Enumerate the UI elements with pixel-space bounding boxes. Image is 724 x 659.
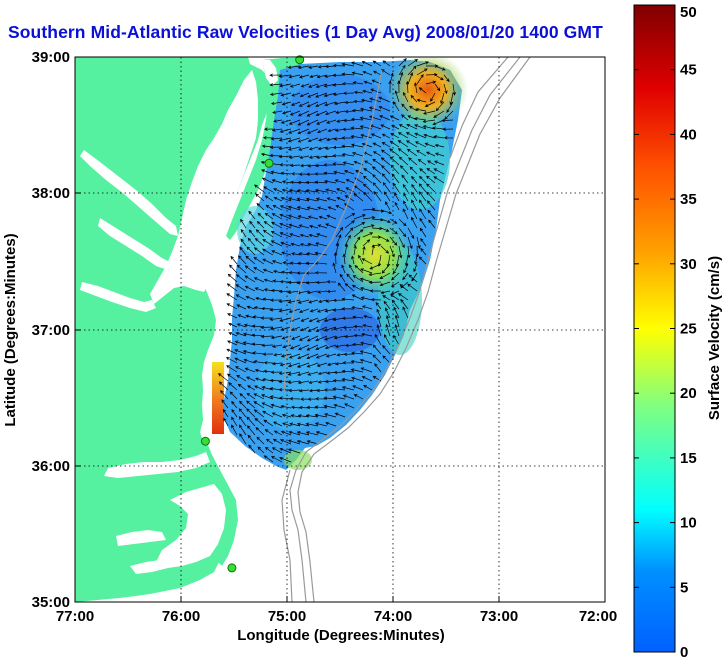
x-tick-label: 73:00 (480, 608, 518, 625)
velocity-patch (388, 57, 468, 128)
albemarle-sound (104, 452, 210, 478)
x-tick-label: 72:00 (579, 608, 617, 625)
bathymetry-contour (297, 57, 531, 602)
rappahannock-river (98, 218, 170, 270)
delaware-bay (262, 60, 278, 86)
colorbar: 0 5 10 15 20 25 30 35 40 45 50 Surface Velocity (c… (633, 4, 723, 659)
bathymetry-contour (449, 57, 509, 159)
velocity-vector-arrows (218, 58, 456, 463)
colorbar-tick-label: 50 (680, 4, 697, 21)
pamlico-river (116, 530, 166, 546)
velocity-patch (237, 206, 273, 254)
y-tick-label: 35:00 (32, 594, 70, 611)
radar-station-marker (227, 563, 237, 573)
map-title: Southern Mid-Atlantic Raw Velocities (1 … (8, 22, 603, 42)
colorbar-tick-label: 45 (680, 62, 697, 79)
y-tick-label: 38:00 (32, 185, 70, 202)
bathymetry-contour (283, 69, 383, 393)
x-axis-label: Longitude (Degrees:Minutes) (237, 627, 445, 644)
chesapeake-bay (150, 70, 258, 304)
colorbar-tick-label: 20 (680, 385, 697, 402)
york-james-river (80, 282, 156, 312)
map-plot-area (75, 57, 605, 602)
x-tick-label: 76:00 (162, 608, 200, 625)
colorbar-tick-label: 40 (680, 126, 697, 143)
radar-stations (200, 55, 305, 573)
y-tick-label: 37:00 (32, 322, 70, 339)
outer-banks (202, 440, 238, 566)
y-axis-label: Latitude (Degrees:Minutes) (2, 233, 19, 426)
map-gridlines (75, 57, 605, 602)
y-tick-label: 39:00 (32, 49, 70, 66)
colorbar-tick-label: 15 (680, 450, 697, 467)
axis-tick-marks (74, 56, 606, 603)
velocity-vectors (218, 58, 456, 463)
bathymetry-contour (281, 469, 293, 602)
colorbar-tick-label: 10 (680, 515, 697, 532)
colorbar-tick-label: 0 (680, 644, 688, 659)
x-tick-label: 74:00 (374, 608, 412, 625)
radar-station-marker (200, 436, 210, 446)
x-tick-label: 75:00 (268, 608, 306, 625)
x-tick-label: 77:00 (56, 608, 94, 625)
colorbar-gradient (633, 4, 676, 653)
surface-velocity-field (212, 57, 468, 470)
y-tick-label: 36:00 (32, 458, 70, 475)
bathymetry-contour (289, 57, 521, 602)
colorbar-ticks: 0 5 10 15 20 25 30 35 40 45 50 (634, 4, 697, 659)
pamlico-sound (156, 484, 226, 568)
radar-station-marker (264, 158, 274, 168)
radar-station-marker (295, 55, 305, 65)
colorbar-tick-label: 35 (680, 191, 697, 208)
colorbar-tick-label: 25 (680, 321, 697, 338)
colorbar-label: Surface Velocity (cm/s) (706, 256, 723, 420)
bathymetry-contours (281, 57, 531, 602)
colorbar-tick-label: 30 (680, 256, 697, 273)
velocity-patch (212, 362, 224, 434)
neuse-river (130, 560, 168, 574)
colorbar-tick-label: 5 (680, 579, 688, 596)
